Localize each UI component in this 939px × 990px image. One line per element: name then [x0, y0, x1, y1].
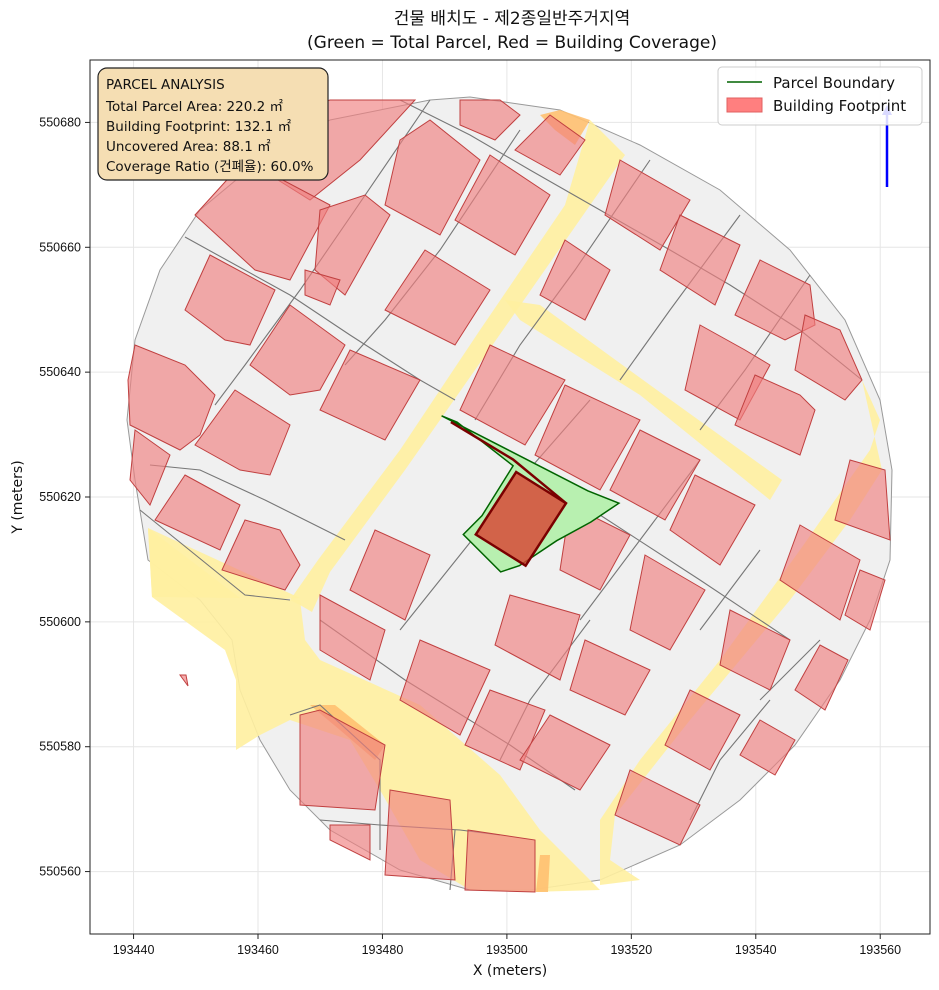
road-segment	[505, 300, 782, 500]
x-tick-label: 193520	[610, 943, 652, 957]
building-footprint	[221, 519, 301, 591]
y-tick-label: 550600	[39, 615, 81, 629]
parcel-line	[149, 464, 346, 541]
building-footprint	[779, 524, 861, 621]
x-axis-label: X (meters)	[473, 963, 547, 979]
annotation-line: Total Parcel Area: 220.2 ㎡	[105, 99, 283, 115]
x-tick-label: 193440	[113, 943, 155, 957]
x-axis: 193440 193460 193480 193500 193520 193540 1935…	[113, 934, 901, 957]
y-tick-label: 550580	[39, 740, 81, 754]
building-footprint	[664, 689, 741, 771]
building-footprint	[179, 674, 189, 687]
building-footprint	[459, 99, 521, 141]
target-building-edge	[450, 421, 567, 505]
y-axis: 550560 550580 550600 550620 550640 550660 5506…	[39, 115, 90, 879]
road-segment	[148, 528, 600, 892]
target-layer	[441, 415, 621, 573]
building-footprint	[604, 159, 691, 251]
building-footprint	[539, 239, 611, 321]
building-footprint	[154, 474, 241, 551]
parcel-line	[184, 236, 456, 401]
annotation-title: PARCEL ANALYSIS	[106, 77, 225, 93]
y-tick-label: 550680	[39, 115, 81, 129]
parcel-line	[139, 509, 291, 601]
chart-title: 건물 배치도 - 제2종일반주거지역 (Green = Total Parcel…	[307, 9, 717, 53]
building-footprint	[629, 554, 706, 651]
x-tick-label: 193560	[859, 943, 901, 957]
building-footprint	[459, 344, 566, 446]
legend-label-building: Building Footprint	[773, 97, 906, 115]
parcel-line	[214, 99, 431, 406]
legend-swatch-building	[726, 97, 763, 113]
building-footprint	[249, 304, 346, 396]
x-tick-label: 193500	[486, 943, 528, 957]
chart-title-line2: (Green = Total Parcel, Red = Building Co…	[307, 33, 717, 53]
building-footprint	[304, 269, 341, 306]
y-tick-label: 550560	[39, 865, 81, 879]
buildings	[127, 99, 891, 893]
building-footprint	[194, 389, 291, 476]
building-footprint	[329, 824, 371, 861]
building-footprint	[454, 154, 551, 256]
annotation-line: Uncovered Area: 88.1 ㎡	[106, 139, 271, 155]
parcel-analysis-box: PARCEL ANALYSIS Total Parcel Area: 220.2…	[97, 67, 329, 181]
building-footprint	[734, 374, 816, 456]
building-footprint	[384, 789, 456, 881]
y-tick-label: 550640	[39, 365, 81, 379]
plot-area: PARCEL ANALYSIS Total Parcel Area: 220.2…	[89, 59, 931, 935]
building-footprint	[314, 194, 391, 296]
building-footprint	[494, 594, 581, 681]
building-footprint	[464, 689, 546, 771]
building-footprint	[299, 709, 386, 811]
building-footprint	[739, 719, 796, 776]
annotation-line: Building Footprint: 132.1 ㎡	[106, 119, 292, 135]
y-axis-label: Y (meters)	[10, 460, 26, 534]
building-footprint	[794, 644, 849, 711]
building-footprint	[659, 214, 741, 306]
road-segment	[536, 855, 550, 892]
building-footprint	[464, 829, 536, 893]
legend-label-parcel: Parcel Boundary	[773, 74, 895, 92]
building-footprint	[399, 639, 491, 736]
building-footprint	[534, 384, 641, 491]
road-segment	[290, 120, 625, 612]
building-footprint	[127, 344, 216, 451]
chart-title-line1: 건물 배치도 - 제2종일반주거지역	[394, 9, 630, 29]
building-footprint	[519, 714, 611, 791]
building-footprint	[719, 609, 791, 691]
building-footprint	[609, 429, 701, 521]
target-building-footprint	[474, 470, 568, 568]
building-footprint	[384, 249, 491, 346]
y-tick-label: 550660	[39, 240, 81, 254]
building-footprint	[384, 119, 481, 236]
building-footprint	[184, 254, 276, 346]
parcel-line	[689, 699, 771, 821]
x-tick-label: 193540	[735, 943, 777, 957]
x-tick-label: 193460	[237, 943, 279, 957]
building-footprint	[834, 459, 891, 541]
legend: Parcel Boundary Building Footprint	[717, 66, 923, 126]
building-footprint	[349, 529, 431, 621]
y-tick-label: 550620	[39, 490, 81, 504]
legend-frame	[717, 66, 923, 126]
building-footprint	[569, 639, 651, 716]
x-tick-label: 193480	[362, 943, 404, 957]
annotation-line: Coverage Ratio (건폐율): 60.0%	[106, 159, 314, 175]
building-footprint	[319, 349, 421, 441]
building-footprint	[129, 429, 171, 506]
building-footprint	[319, 594, 386, 681]
building-footprint	[669, 474, 756, 566]
building-footprint	[794, 314, 863, 401]
building-footprint	[514, 114, 586, 176]
parcel-line	[699, 549, 761, 631]
building-footprint	[614, 769, 701, 846]
building-footprint	[844, 569, 886, 631]
annotation-background	[97, 67, 329, 181]
building-footprint	[734, 259, 816, 341]
